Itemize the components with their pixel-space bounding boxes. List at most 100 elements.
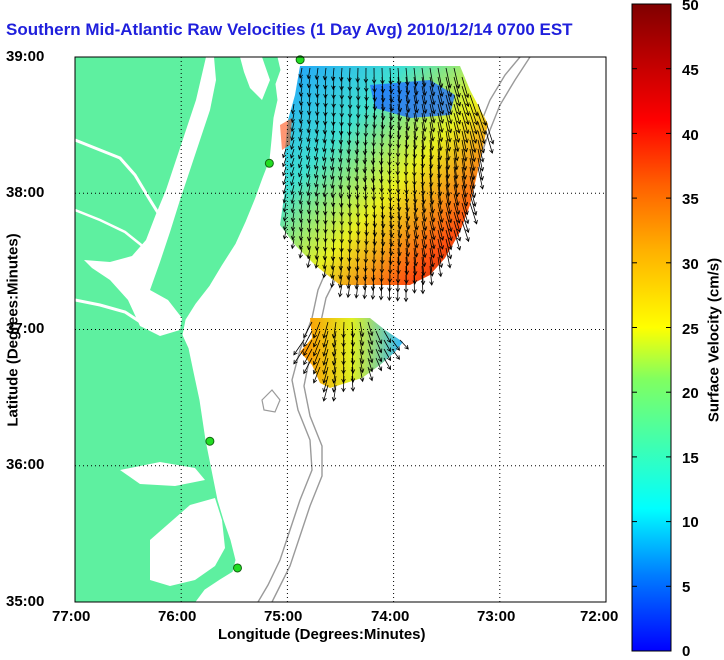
current-vector-arrow — [290, 130, 295, 142]
x-tick-label: 72:00 — [580, 608, 619, 625]
x-axis-title: Longitude (Degrees:Minutes) — [218, 626, 426, 643]
current-vector-arrow — [306, 256, 311, 269]
current-vector-arrow — [350, 366, 356, 383]
current-vector-arrow — [362, 175, 368, 192]
current-vector-arrow — [323, 202, 328, 216]
current-vector-arrow — [380, 121, 385, 139]
current-vector-arrow — [485, 121, 495, 145]
current-vector-arrow — [323, 211, 328, 225]
current-vector-arrow — [298, 211, 304, 223]
current-vector-arrow — [322, 175, 327, 189]
current-vector-arrow — [350, 357, 356, 374]
current-vector-arrow — [380, 103, 386, 121]
current-vector-arrow — [297, 166, 303, 178]
james-river — [75, 298, 161, 332]
current-vector-arrow — [469, 139, 476, 163]
current-vector-arrow — [305, 148, 311, 161]
current-vector-arrow — [331, 85, 336, 100]
current-vector-arrow — [429, 265, 434, 286]
current-vector-arrow — [403, 283, 409, 303]
x-tick-label: 74:00 — [371, 608, 410, 625]
current-vector-arrow — [445, 85, 453, 107]
radar-site-marker — [232, 563, 242, 573]
current-vector-arrow — [306, 175, 311, 188]
current-vector-arrow — [306, 76, 312, 89]
current-vector-arrow — [445, 229, 453, 251]
current-vector-arrow — [371, 265, 376, 282]
current-vector-arrow — [428, 166, 434, 187]
current-vector-arrow — [323, 220, 328, 234]
current-vector-arrow — [350, 375, 356, 392]
current-vector-arrow — [477, 166, 485, 190]
x-tick-label: 73:00 — [477, 608, 516, 625]
current-vector-arrow — [321, 157, 327, 171]
current-vector-arrow — [331, 76, 336, 91]
current-vector-arrow — [298, 67, 303, 79]
current-vector-arrow — [323, 229, 328, 243]
current-vector-arrow — [413, 220, 419, 240]
current-vector-arrow — [469, 184, 477, 208]
current-vector-arrow — [371, 139, 376, 156]
current-vector-arrow — [306, 193, 312, 206]
current-vector-arrow — [388, 202, 394, 221]
current-vector-arrow — [354, 283, 359, 299]
current-vector-arrow — [359, 366, 365, 383]
current-vector-arrow — [323, 103, 328, 117]
current-vector-arrow — [453, 121, 461, 144]
current-vector-arrow — [429, 211, 436, 232]
current-vector-arrow — [298, 103, 304, 115]
current-vector-arrow — [347, 193, 352, 209]
current-vector-arrow — [346, 184, 352, 200]
current-vectors — [282, 67, 495, 402]
current-vector-arrow — [437, 121, 444, 143]
current-vector-arrow — [421, 94, 428, 114]
current-vector-arrow — [298, 184, 303, 196]
current-vector-arrow — [461, 112, 470, 135]
current-vector-arrow — [412, 274, 417, 294]
current-vector-arrow — [413, 229, 419, 249]
current-vector-arrow — [298, 94, 304, 106]
radar-site-marker — [205, 436, 215, 446]
current-vector-arrow — [372, 238, 377, 255]
current-vector-arrow — [379, 166, 384, 184]
current-vector-arrow — [306, 112, 312, 125]
colorbar — [631, 3, 672, 652]
current-vector-arrow — [372, 94, 378, 111]
potomac-river — [75, 138, 162, 217]
current-vector-arrow — [290, 166, 295, 177]
rappahannock-river — [75, 208, 146, 249]
current-vector-arrow — [375, 357, 383, 372]
current-vector-arrow — [437, 211, 445, 232]
current-vector-arrow — [290, 220, 296, 232]
current-vector-arrow — [303, 339, 313, 357]
current-vector-arrow — [477, 121, 486, 145]
current-vector-arrow — [429, 238, 436, 259]
current-vector-arrow — [367, 348, 374, 364]
current-vector-arrow — [314, 76, 320, 90]
current-vector-arrow — [396, 67, 402, 86]
current-vector-arrow — [429, 85, 436, 106]
current-vector-arrow — [420, 139, 426, 160]
current-vector-arrow — [306, 94, 312, 107]
current-vector-arrow — [312, 348, 321, 366]
bathymetry-contour — [261, 389, 281, 413]
current-vector-arrow — [322, 339, 329, 357]
current-vector-arrow — [363, 184, 368, 201]
current-vector-arrow — [379, 175, 384, 193]
current-vector-arrow — [314, 67, 320, 80]
current-vector-arrow — [469, 112, 478, 135]
current-vector-arrow — [380, 85, 386, 103]
current-vector-arrow — [298, 139, 303, 151]
current-vector-arrow — [437, 76, 444, 97]
current-vector-arrow — [322, 375, 329, 393]
current-vector-arrow — [378, 148, 384, 166]
current-vector-arrow — [372, 220, 378, 237]
current-vector-arrow — [412, 265, 417, 285]
current-vector-arrow — [306, 67, 312, 80]
current-vector-arrow — [477, 130, 486, 154]
current-vector-arrow — [437, 229, 445, 250]
current-vector-arrow — [461, 139, 468, 162]
current-vector-arrow — [469, 121, 478, 144]
colorbar-tick-label: 20 — [682, 385, 699, 402]
current-vector-arrow — [396, 121, 402, 140]
